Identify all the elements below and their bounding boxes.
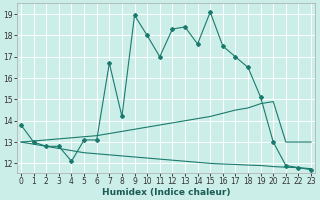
X-axis label: Humidex (Indice chaleur): Humidex (Indice chaleur) (102, 188, 230, 197)
